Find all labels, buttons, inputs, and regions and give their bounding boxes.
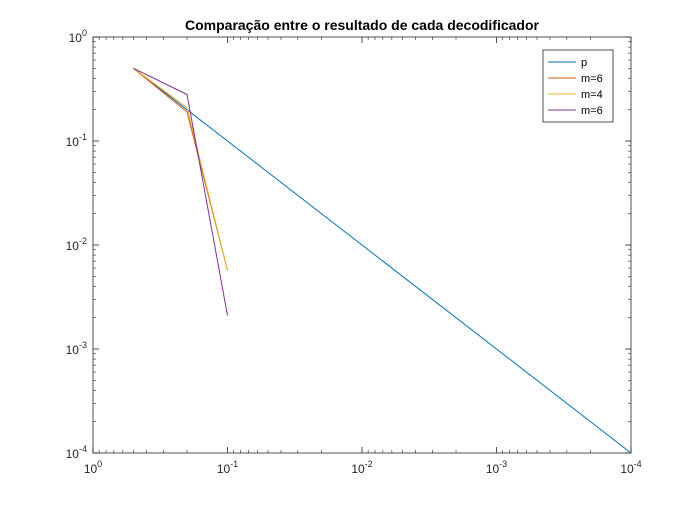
x-tick-base: 10 (351, 462, 365, 476)
series-line-0 (133, 67, 632, 454)
legend[interactable]: p m=6 m=4 m=6 (542, 49, 614, 123)
series-layer (133, 67, 632, 454)
x-tick-base: 10 (620, 462, 634, 476)
x-tick-label: 100 (84, 459, 102, 476)
legend-label-2: m=4 (581, 89, 603, 101)
legend-label-0: p (581, 57, 587, 69)
y-tick-base: 10 (66, 343, 80, 357)
chart-title: Comparação entre o resultado de cada dec… (185, 17, 540, 33)
y-tick-exponent: -2 (79, 236, 87, 246)
y-tick-label: 10-3 (66, 340, 87, 357)
x-tick-exponent: -2 (365, 459, 373, 469)
y-tick-base: 10 (66, 239, 80, 253)
x-tick-base: 10 (84, 462, 98, 476)
series-line-3 (133, 67, 228, 316)
x-tick-exponent: 0 (97, 459, 102, 469)
y-tick-base: 10 (66, 135, 80, 149)
y-tick-exponent: 0 (82, 28, 87, 38)
legend-label-3: m=6 (581, 105, 603, 117)
y-tick-base: 10 (69, 31, 83, 45)
x-tick-exponent: -1 (230, 459, 238, 469)
y-tick-exponent: -3 (79, 340, 87, 350)
y-tick-base: 10 (66, 447, 80, 461)
x-tick-label: 10-4 (620, 459, 641, 476)
x-tick-label: 10-2 (351, 459, 372, 476)
legend-label-1: m=6 (581, 73, 603, 85)
y-tick-label: 100 (69, 28, 87, 45)
x-tick-base: 10 (486, 462, 500, 476)
x-tick-label: 10-3 (486, 459, 507, 476)
x-tick-exponent: -3 (499, 459, 507, 469)
y-tick-label: 10-4 (66, 444, 87, 461)
y-tick-label: 10-2 (66, 236, 87, 253)
x-tick-base: 10 (217, 462, 231, 476)
plot-box (92, 36, 632, 454)
y-tick-exponent: -4 (79, 444, 87, 454)
x-tick-exponent: -4 (634, 459, 642, 469)
series-line-2 (133, 67, 228, 271)
x-tick-label: 10-1 (217, 459, 238, 476)
y-tick-exponent: -1 (79, 132, 87, 142)
y-tick-label: 10-1 (66, 132, 87, 149)
